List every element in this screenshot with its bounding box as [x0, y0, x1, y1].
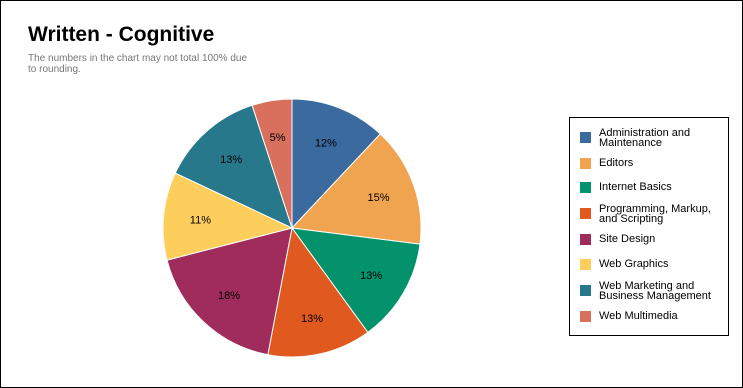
legend-swatch — [580, 132, 591, 143]
legend-swatch — [580, 208, 591, 219]
legend-swatch — [580, 182, 591, 193]
pie-slice — [291, 98, 382, 230]
legend-swatch — [580, 311, 591, 322]
chart-legend: Administration and Maintenance Editors Int… — [569, 117, 729, 336]
slice-data-label: 15% — [368, 192, 390, 204]
pie-slice — [290, 133, 422, 245]
pie-slice — [251, 98, 293, 229]
legend-label: Editors — [599, 157, 634, 169]
legend-label: Programming, Markup, and Scripting — [599, 203, 711, 225]
slice-data-label: 13% — [220, 154, 242, 166]
chart-title: Written - Cognitive — [28, 23, 215, 46]
legend-swatch — [580, 285, 591, 296]
legend-label: Administration and Maintenance — [599, 127, 691, 149]
legend-swatch — [580, 158, 591, 169]
legend-label: Web Marketing and Business Management — [599, 280, 711, 302]
slice-data-label: 11% — [190, 214, 211, 226]
pie-slice — [166, 227, 293, 356]
legend-swatch — [580, 259, 591, 270]
pie-slice — [162, 172, 294, 261]
pie-slice — [290, 227, 421, 334]
slice-data-label: 12% — [315, 137, 337, 149]
slice-data-label: 18% — [218, 290, 240, 302]
pie-slice — [174, 104, 293, 229]
legend-swatch — [580, 234, 591, 245]
legend-label: Web Graphics — [599, 258, 669, 270]
legend-label: Internet Basics — [599, 181, 672, 193]
slice-data-label: 5% — [270, 132, 286, 144]
legend-label: Site Design — [599, 233, 656, 245]
slice-data-label: 13% — [360, 270, 382, 282]
legend-label: Web Multimedia — [599, 310, 678, 322]
pie-slice — [267, 226, 369, 358]
slice-data-label: 13% — [301, 313, 323, 325]
chart-subtitle: The numbers in the chart may not total 1… — [28, 53, 248, 75]
